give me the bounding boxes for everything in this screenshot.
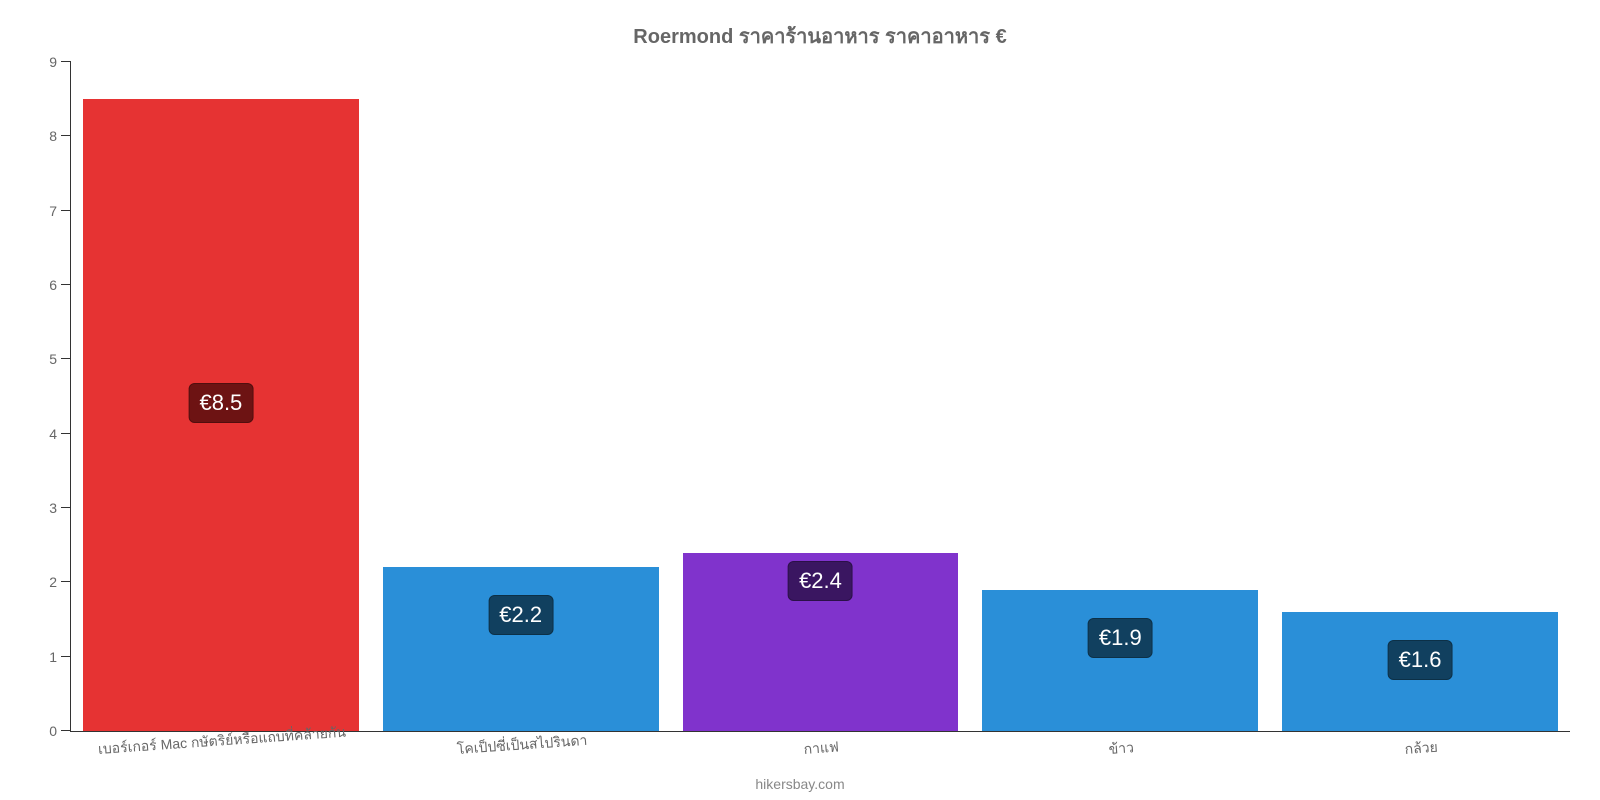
y-axis-label: 3: [49, 500, 71, 516]
bar-value-label: €2.4: [788, 561, 853, 601]
x-axis-label: กล้วย: [1404, 729, 1439, 761]
y-axis-label: 5: [49, 351, 71, 367]
bar-slot: €1.9ข้าว: [970, 62, 1270, 731]
y-axis-label: 9: [49, 54, 71, 70]
bar-value-label: €1.9: [1088, 618, 1153, 658]
bar-value-label: €2.2: [488, 595, 553, 635]
chart-title: Roermond ราคาร้านอาหาร ราคาอาหาร €: [70, 20, 1570, 52]
bar-slot: €8.5เบอร์เกอร์ Mac กษัตริย์หรือแถบที่คล้…: [71, 62, 371, 731]
bar-slot: €2.2โคเป็ปซี่เป็นสไปรินดา: [371, 62, 671, 731]
bar: €2.2: [383, 567, 659, 731]
y-axis-label: 6: [49, 277, 71, 293]
chart-container: Roermond ราคาร้านอาหาร ราคาอาหาร € €8.5เ…: [0, 0, 1600, 800]
y-axis-label: 1: [49, 649, 71, 665]
x-axis-label: ข้าว: [1108, 729, 1135, 761]
y-axis-label: 0: [49, 723, 71, 739]
bar-slot: €2.4กาแฟ: [671, 62, 971, 731]
bars-row: €8.5เบอร์เกอร์ Mac กษัตริย์หรือแถบที่คล้…: [71, 62, 1570, 731]
y-axis-label: 7: [49, 203, 71, 219]
y-axis-label: 8: [49, 128, 71, 144]
bar-value-label: €8.5: [188, 383, 253, 423]
bar: €2.4: [683, 553, 959, 731]
bar: €8.5: [83, 99, 359, 731]
x-axis-label: กาแฟ: [803, 729, 840, 761]
credit-text: hikersbay.com: [0, 776, 1600, 792]
y-axis-label: 2: [49, 574, 71, 590]
bar-value-label: €1.6: [1388, 640, 1453, 680]
y-axis-label: 4: [49, 426, 71, 442]
bar: €1.9: [982, 590, 1258, 731]
bar: €1.6: [1282, 612, 1558, 731]
bar-slot: €1.6กล้วย: [1270, 62, 1570, 731]
plot-area: €8.5เบอร์เกอร์ Mac กษัตริย์หรือแถบที่คล้…: [70, 62, 1570, 732]
